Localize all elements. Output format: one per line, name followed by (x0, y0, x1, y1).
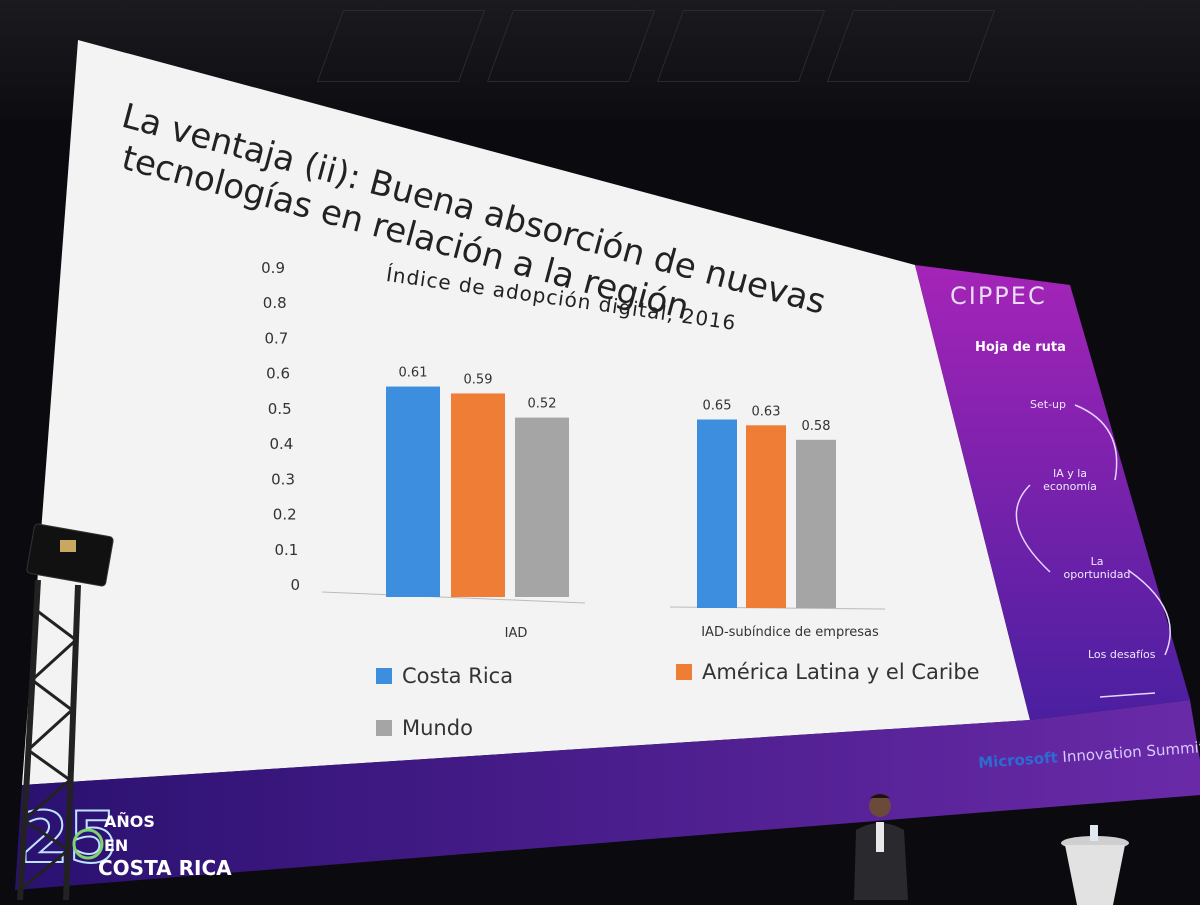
banner-country: COSTA RICA (98, 856, 232, 880)
legend-swatch (376, 720, 392, 736)
spotlight-lens (60, 540, 76, 552)
data-label: 0.63 (752, 404, 781, 419)
legend-item-costa-rica: Costa Rica (376, 664, 513, 688)
bar-costa-rica-1 (697, 419, 737, 608)
legend-label: Mundo (402, 716, 473, 740)
y-tick-label: 0.3 (271, 470, 295, 488)
roadmap-step: IA y la economía (1043, 467, 1097, 493)
bar-latam-1 (746, 425, 786, 608)
arrow-icon (1127, 569, 1171, 656)
bar-costa-rica-0 (386, 386, 440, 597)
y-tick-label: 0 (290, 576, 300, 594)
arrow-icon (1074, 404, 1118, 481)
data-label: 0.52 (528, 397, 557, 412)
roadmap-step: Set-up (1030, 398, 1066, 411)
y-tick-label: 0.9 (261, 259, 285, 277)
podium-table (1061, 825, 1129, 905)
data-label: 0.65 (703, 399, 732, 414)
y-tick-label: 0.4 (269, 435, 293, 453)
legend-item-latam: América Latina y el Caribe (676, 660, 980, 684)
y-tick-label: 0.5 (268, 400, 292, 418)
roadmap-step: Los desafíos (1088, 648, 1156, 661)
y-tick-label: 0.2 (273, 506, 297, 524)
bar-mundo-0 (515, 417, 569, 597)
legend-label: Costa Rica (402, 664, 514, 688)
roadmap-heading: Hoja de ruta (975, 340, 1066, 355)
banner-en: EN (104, 836, 129, 855)
legend-item-mundo: Mundo (376, 716, 473, 740)
data-label: 0.59 (464, 372, 493, 387)
cippec-logo: CIPPEC (950, 282, 1047, 310)
x-axis-left (321, 591, 586, 604)
data-label: 0.58 (802, 419, 831, 434)
category-label: IAD-subíndice de empresas (701, 625, 879, 640)
arrow-icon (1015, 484, 1051, 573)
sidebar-panel (915, 265, 1190, 720)
y-tick-label: 0.1 (274, 541, 298, 559)
banner-anos: AÑOS (104, 812, 155, 831)
divider (1099, 692, 1156, 698)
y-tick-label: 0.7 (264, 329, 288, 347)
legend-swatch (376, 668, 392, 684)
category-label: IAD (505, 626, 528, 641)
bar-mundo-1 (796, 439, 836, 608)
y-tick-label: 0.6 (266, 365, 290, 383)
legend-label: América Latina y el Caribe (702, 660, 980, 684)
bar-latam-0 (451, 393, 505, 597)
roadmap-step: La oportunidad (1063, 555, 1131, 581)
speaker-figure (854, 794, 908, 900)
stage-light-truss (17, 523, 114, 900)
spotlight-icon (26, 523, 114, 587)
data-label: 0.61 (399, 366, 428, 381)
legend-swatch (676, 664, 692, 680)
y-tick-label: 0.8 (263, 294, 287, 312)
bottom-banner (15, 700, 1200, 890)
